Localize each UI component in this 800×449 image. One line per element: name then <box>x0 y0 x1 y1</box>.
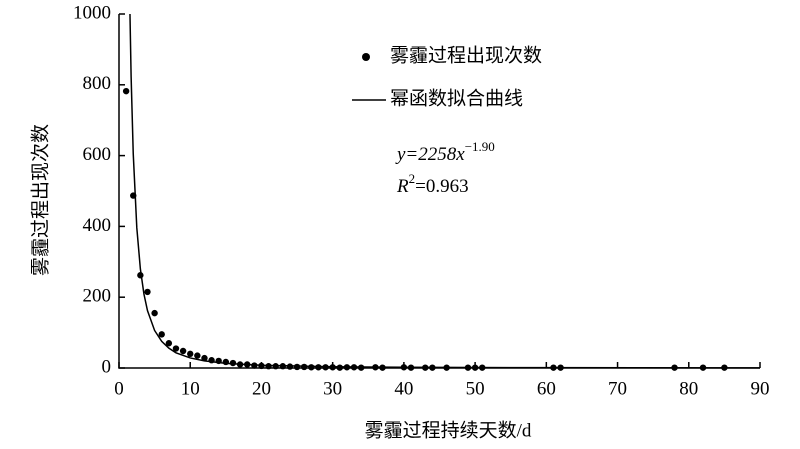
x-tick-label: 80 <box>679 378 698 399</box>
x-tick-label: 70 <box>608 378 627 399</box>
fit-line <box>129 13 761 369</box>
x-tick-label: 0 <box>114 378 124 399</box>
r-squared: R2=0.963 <box>396 171 469 197</box>
legend-label: 雾霾过程出现次数 <box>390 44 542 66</box>
data-point <box>194 352 201 359</box>
data-point <box>300 363 308 371</box>
data-point <box>151 309 158 317</box>
x-tick-label: 40 <box>394 378 413 399</box>
data-point <box>308 364 315 371</box>
data-point <box>144 288 151 296</box>
y-tick-label: 1000 <box>73 2 111 23</box>
y-tick-label: 800 <box>83 73 112 94</box>
y-tick-label: 200 <box>83 286 112 307</box>
y-axis-label: 雾霾过程出现次数 <box>29 124 51 276</box>
y-tick-label: 600 <box>83 144 112 165</box>
data-point <box>265 363 272 370</box>
x-tick-label: 30 <box>323 378 342 399</box>
r-value: =0.963 <box>415 176 468 197</box>
data-point <box>172 345 180 352</box>
x-tick-label: 60 <box>537 378 556 399</box>
data-point <box>165 340 173 347</box>
data-point <box>293 363 301 371</box>
legend-label: 幂函数拟合曲线 <box>390 87 523 109</box>
r-symbol: R <box>396 176 409 197</box>
data-point <box>158 331 165 338</box>
data-point <box>179 347 187 355</box>
x-axis-label: 雾霾过程持续天数/d <box>365 419 532 441</box>
y-tick-label: 400 <box>83 215 112 236</box>
x-tick-label: 50 <box>466 378 485 399</box>
r-power: 2 <box>409 171 416 186</box>
legend-marker <box>362 53 370 61</box>
x-tick-label: 90 <box>751 378 770 399</box>
y-tick-label: 0 <box>102 356 112 377</box>
equation: y=2258x−1.90 <box>395 139 495 165</box>
x-tick-label: 20 <box>252 378 271 399</box>
equation-text: y=2258x <box>395 144 465 165</box>
data-point <box>201 354 208 362</box>
x-tick-label: 10 <box>181 378 200 399</box>
data-point <box>336 364 343 371</box>
data-point <box>315 364 322 371</box>
data-point <box>122 87 130 95</box>
data-point <box>187 350 194 358</box>
equation-exponent: −1.90 <box>465 139 495 154</box>
